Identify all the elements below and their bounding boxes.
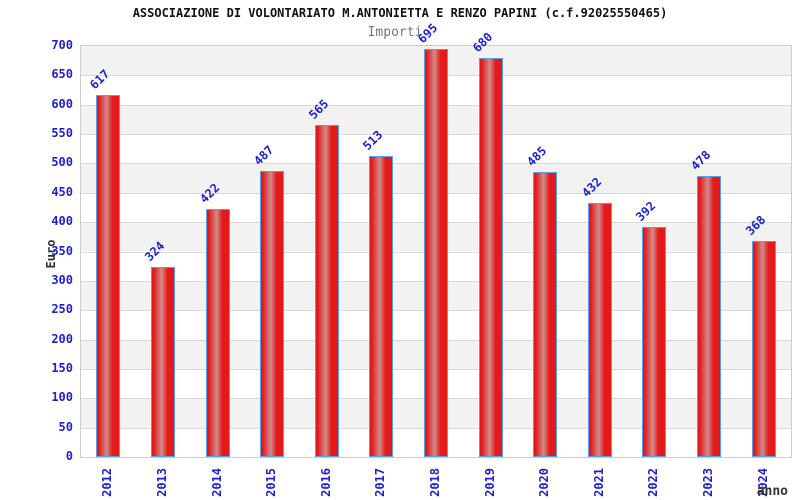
y-tick-label: 150 xyxy=(51,360,73,375)
bar xyxy=(751,241,776,457)
x-tick-label: 2018 xyxy=(428,468,442,497)
bar xyxy=(150,267,175,457)
y-tick-label: 600 xyxy=(51,96,73,111)
plot-area: 617 324 422 487 565 513 695 680 485 432 392 478 368 xyxy=(80,21,792,458)
chart-subtitle: Importi xyxy=(367,25,423,40)
bar xyxy=(697,176,722,457)
y-tick-label: 50 xyxy=(58,419,73,434)
x-axis-title: anno xyxy=(756,484,788,499)
bar xyxy=(424,49,448,457)
bar xyxy=(260,171,285,457)
x-tick-label: 2012 xyxy=(100,468,115,497)
x-tick-label: 2013 xyxy=(154,468,169,497)
y-tick-label: 450 xyxy=(51,184,73,199)
x-tick-label: 2020 xyxy=(537,468,552,497)
x-tick-label: 2015 xyxy=(264,468,279,497)
chart-title: ASSOCIAZIONE DI VOLONTARIATO M.ANTONIETT… xyxy=(132,6,668,20)
y-tick-label: 350 xyxy=(51,243,73,258)
x-tick-label: 2019 xyxy=(482,468,497,497)
y-tick-label: 100 xyxy=(51,390,73,405)
bar xyxy=(478,58,503,457)
x-tick-label: 2016 xyxy=(318,468,333,497)
bar xyxy=(533,172,558,457)
bar xyxy=(314,125,339,457)
x-tick-label: 2021 xyxy=(591,468,606,497)
y-tick-label: 550 xyxy=(51,126,73,141)
bar xyxy=(96,95,121,457)
bar xyxy=(642,227,667,457)
y-tick-label: 650 xyxy=(51,67,73,82)
x-tick-label: 2022 xyxy=(646,468,661,497)
y-tick-label: 0 xyxy=(65,449,73,463)
y-tick-label: 700 xyxy=(51,38,73,52)
y-tick-label: 300 xyxy=(51,272,73,287)
y-tick-label: 250 xyxy=(51,302,73,317)
bar xyxy=(587,203,612,457)
bar xyxy=(369,156,394,457)
bar xyxy=(205,209,230,457)
y-tick-label: 500 xyxy=(51,155,73,170)
y-tick-label: 400 xyxy=(51,214,73,229)
y-tick-label: 200 xyxy=(51,331,73,346)
x-tick-label: 2023 xyxy=(701,468,716,497)
x-tick-label: 2017 xyxy=(373,468,388,497)
x-tick-label: 2014 xyxy=(209,468,224,497)
